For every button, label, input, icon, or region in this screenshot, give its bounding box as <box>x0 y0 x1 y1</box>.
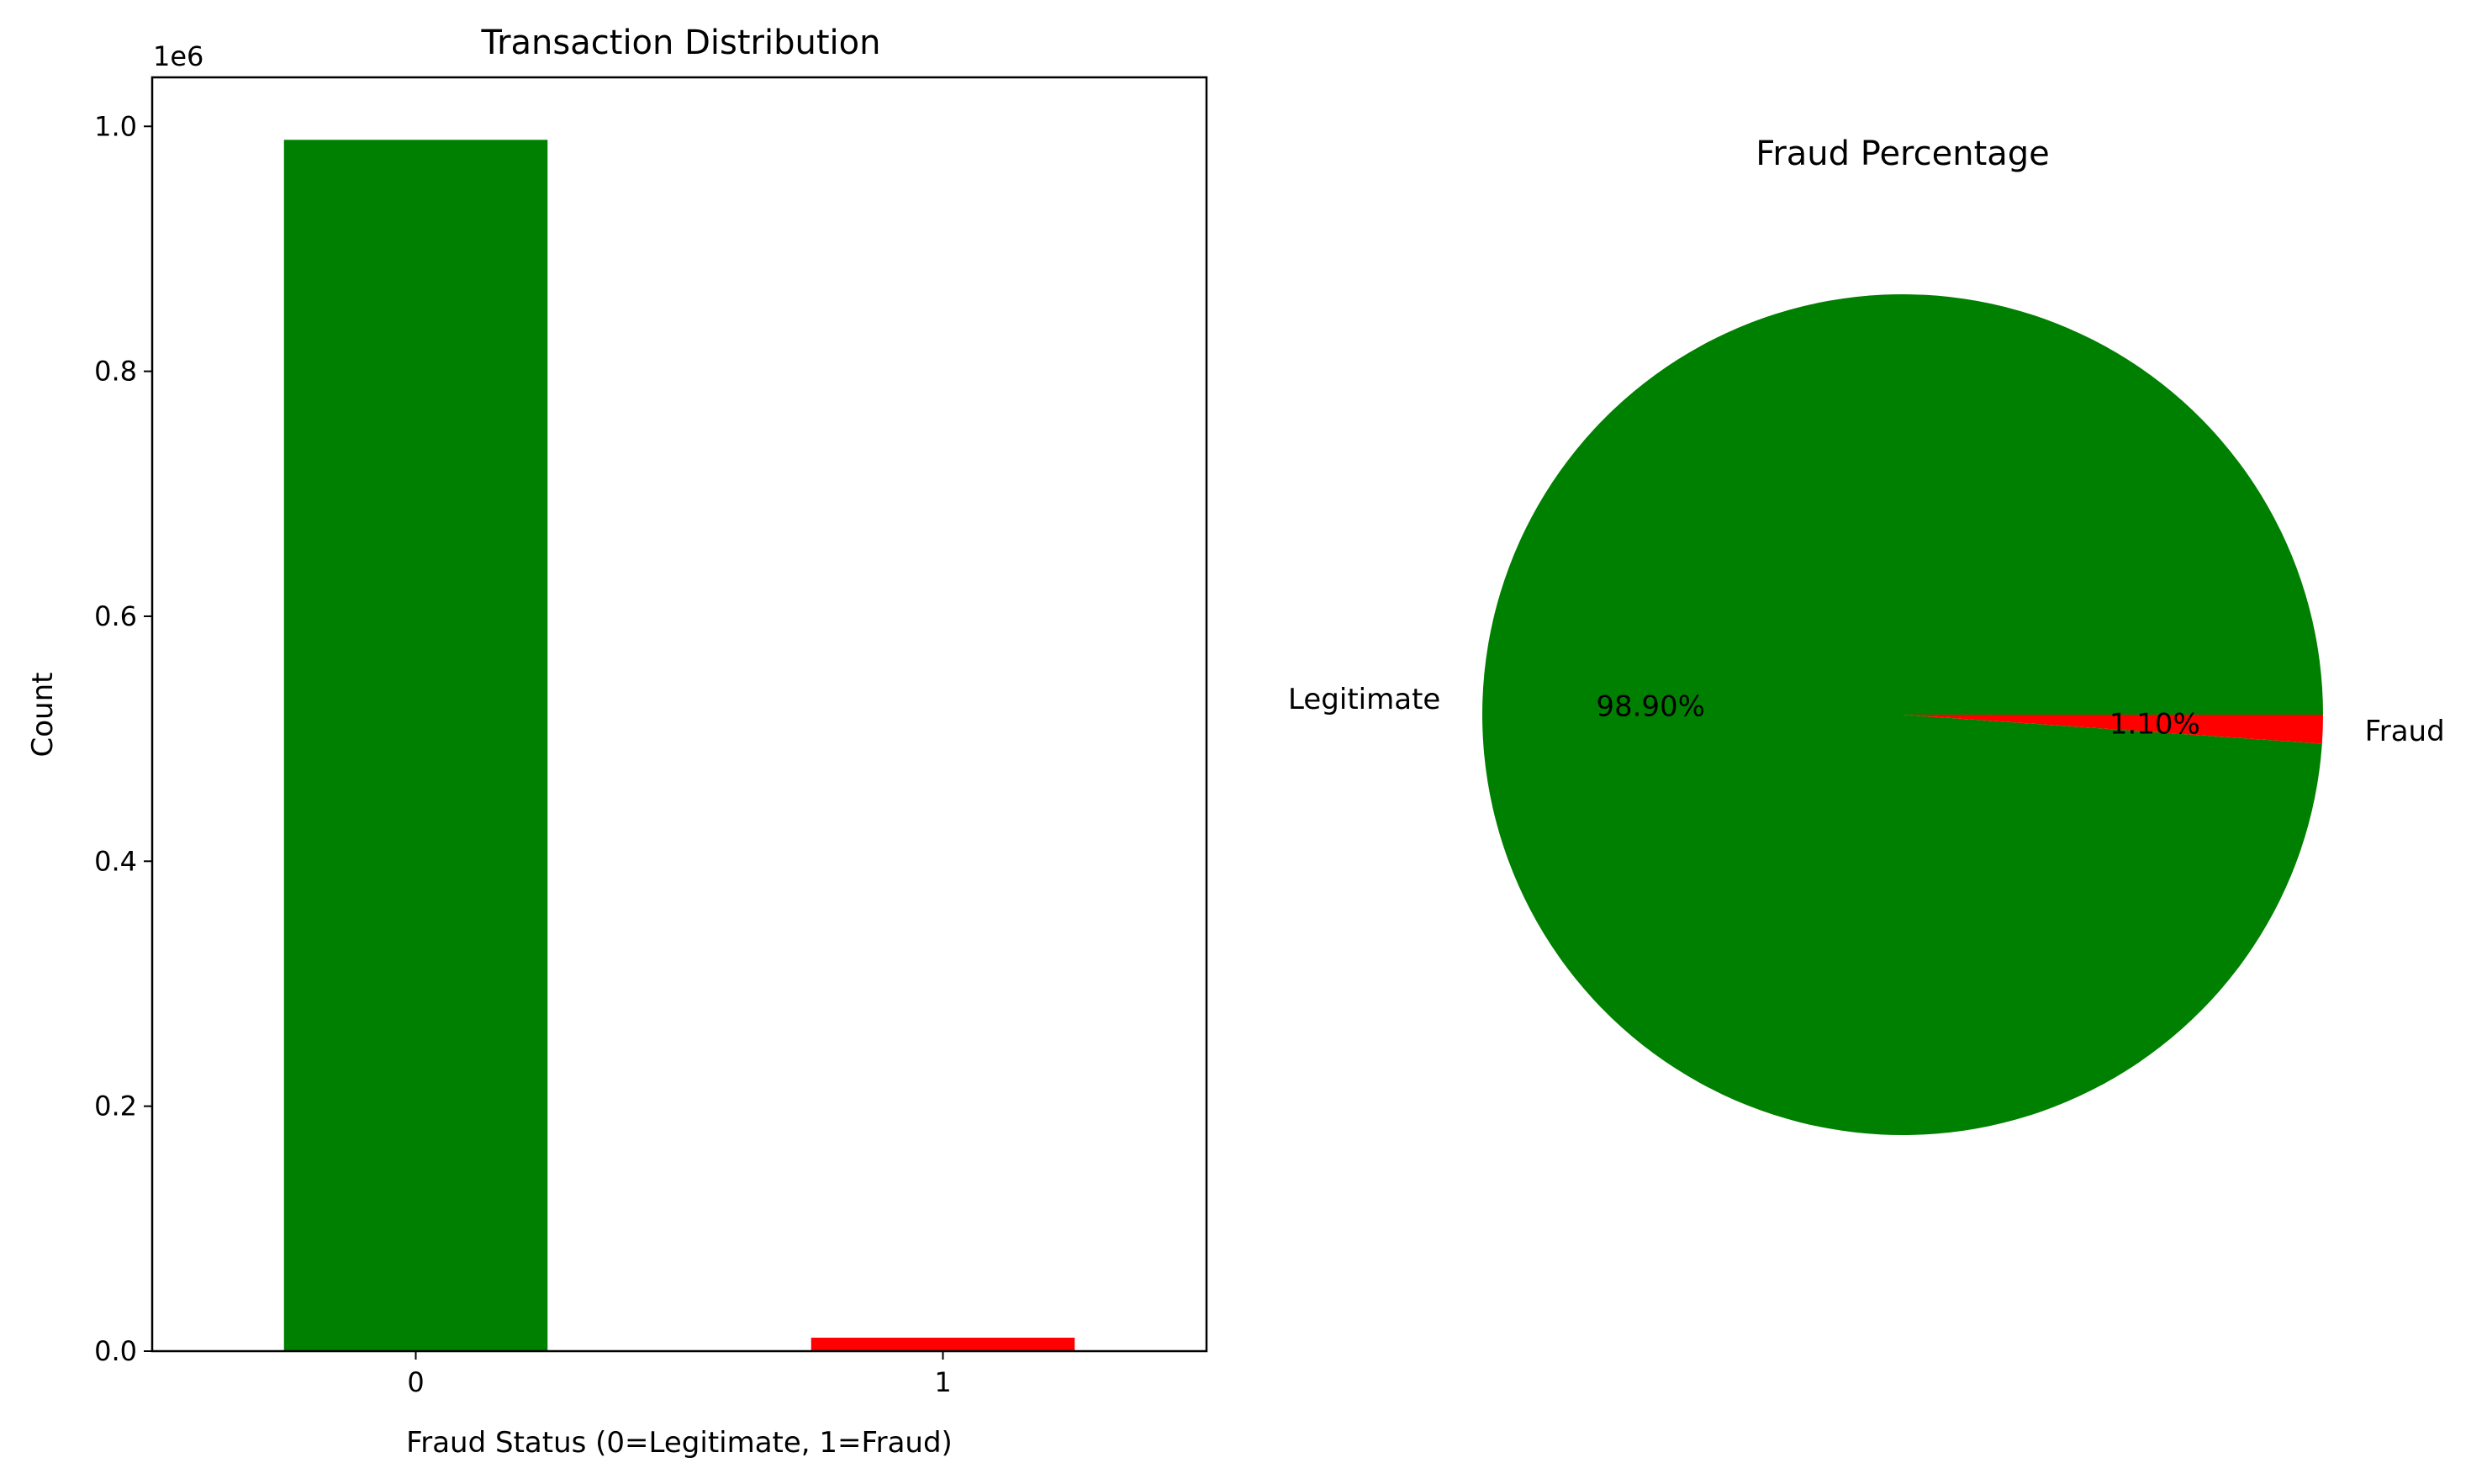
bar-marks <box>283 140 1075 1352</box>
pie-label-fraud: Fraud <box>2365 715 2445 748</box>
y-axis-label: Count <box>26 673 60 758</box>
bar-0 <box>283 140 548 1352</box>
y-tick-label: 0.0 <box>94 1335 137 1367</box>
y-tick-label: 0.2 <box>94 1091 137 1122</box>
pie-pct-legitimate: 98.90% <box>1596 690 1705 724</box>
pie-slice-legitimate <box>1482 293 2323 1135</box>
bar-chart: Transaction Distribution 1e6 0.00.20.40.… <box>26 24 1208 1460</box>
y-tick-label: 0.8 <box>94 356 137 388</box>
pie-labels: Legitimate 98.90% Fraud 1.10% <box>1288 683 2445 748</box>
y-tick-label: 0.6 <box>94 600 137 632</box>
bar-plot-frame <box>150 76 1208 1353</box>
pie-chart: Fraud Percentage Legitimate 98.90% Fraud 1.… <box>1288 135 2445 1135</box>
y-axis-ticks: 0.0 0.2 0.4 0.6 0.8 1.0 <box>94 110 152 1367</box>
pie-slices <box>1482 293 2323 1135</box>
x-axis-label: Fraud Status (0=Legitimate, 1=Fraud) <box>406 1426 953 1460</box>
bar-1 <box>811 1337 1075 1351</box>
pie-pct-fraud: 1.10% <box>2109 707 2200 741</box>
pie-label-legitimate: Legitimate <box>1288 683 1440 716</box>
y-axis-offset-label: 1e6 <box>153 40 203 72</box>
pie-chart-title: Fraud Percentage <box>1756 135 2050 173</box>
y-tick-label: 0.4 <box>94 845 137 877</box>
y-tick-label: 1.0 <box>94 110 137 142</box>
pie-slice-fraud <box>1903 715 2323 744</box>
bar-chart-title: Transaction Distribution <box>481 24 881 62</box>
x-tick-label: 1 <box>934 1366 951 1398</box>
x-tick-label: 0 <box>407 1366 424 1398</box>
